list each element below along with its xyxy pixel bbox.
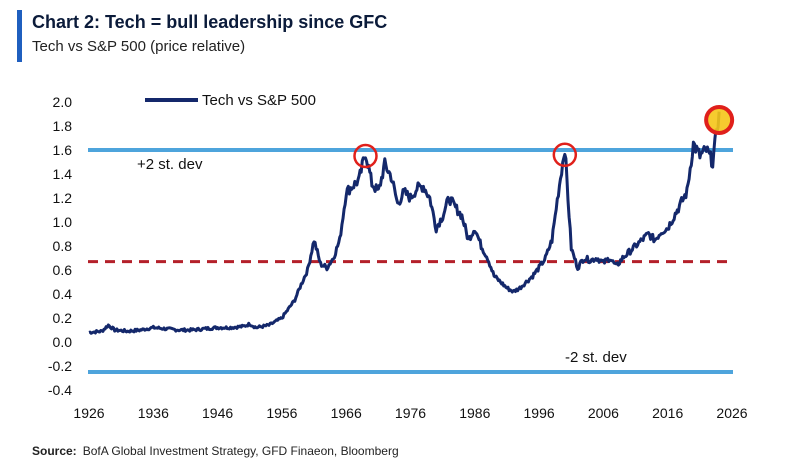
x-tick-label: 1936 (138, 405, 169, 421)
highlight-circles (353, 105, 735, 169)
source-text: BofA Global Investment Strategy, GFD Fin… (82, 444, 399, 458)
x-tick-label: 1966 (331, 405, 362, 421)
y-tick-label: 0.4 (53, 286, 73, 302)
x-tick-label: 2026 (716, 405, 747, 421)
chart-subtitle: Tech vs S&P 500 (price relative) (32, 38, 246, 55)
chart-canvas: +2 st. dev -2 st. dev 2.0 1.8 1.6 1.4 1.2 1.0 0… (48, 92, 748, 421)
x-tick-label: 1996 (524, 405, 555, 421)
highlight-circle (704, 105, 735, 135)
y-tick-label: 1.2 (53, 190, 73, 206)
chart-title: Chart 2: Tech = bull leadership since GF… (32, 12, 388, 32)
y-tick-label: 2.0 (53, 94, 73, 110)
x-tick-label: 1956 (266, 405, 297, 421)
x-tick-label: 1986 (459, 405, 490, 421)
x-tick-label: 1946 (202, 405, 233, 421)
source-label: Source: (32, 444, 77, 458)
y-tick-label: 0.0 (53, 334, 73, 350)
y-tick-label: 1.0 (53, 214, 73, 230)
source-note: Source: BofA Global Investment Strategy, … (32, 444, 399, 458)
reference-line-label: -2 st. dev (565, 349, 627, 366)
series-line (88, 111, 721, 335)
x-tick-label: 2006 (588, 405, 619, 421)
highlight-circle (353, 143, 378, 169)
x-tick-label: 1926 (73, 405, 104, 421)
y-tick-label: 0.2 (53, 310, 73, 326)
y-tick-label: 1.8 (53, 118, 73, 134)
legend-label: Tech vs S&P 500 (202, 92, 316, 109)
series-layer (88, 111, 721, 335)
legend: Tech vs S&P 500 (145, 92, 316, 109)
x-tick-label: 1976 (395, 405, 426, 421)
reference-lines: +2 st. dev -2 st. dev (88, 148, 733, 374)
reference-line-label: +2 st. dev (137, 156, 203, 173)
y-tick-label: 0.6 (53, 262, 73, 278)
axis-ticks: 2.0 1.8 1.6 1.4 1.2 1.0 0.8 0.6 0.4 0.2 0.0 -0.2 -0.… (48, 94, 748, 421)
y-tick-label: 1.4 (53, 166, 73, 182)
y-tick-label: -0.2 (48, 358, 72, 374)
y-tick-label: 0.8 (53, 238, 73, 254)
x-tick-label: 2016 (652, 405, 683, 421)
y-tick-label: -0.4 (48, 382, 72, 398)
title-accent-bar (17, 10, 22, 62)
highlight-circle (552, 142, 578, 168)
y-tick-label: 1.6 (53, 142, 73, 158)
